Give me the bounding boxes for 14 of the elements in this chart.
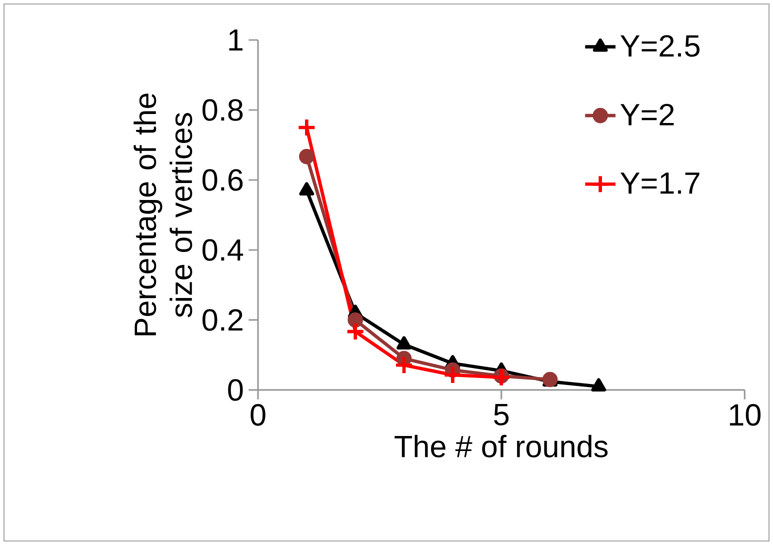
x-tick-label: 0: [250, 404, 266, 426]
y-tick-label: 0.2: [202, 309, 242, 331]
legend-label: Υ=2: [620, 104, 674, 126]
y-tick-label: 0.6: [202, 169, 243, 191]
y-tick-label: 0.4: [202, 239, 244, 261]
y-tick-label: 0.8: [202, 99, 243, 121]
x-tick-label: 10: [730, 404, 761, 426]
y-tick-label: 0: [228, 379, 243, 401]
x-axis-title: The # of rounds: [394, 434, 608, 458]
legend-label: Υ=1.7: [620, 172, 700, 194]
x-tick-label: 5: [494, 404, 509, 426]
y-tick-label: 1: [229, 29, 242, 51]
y-axis-title: Percentage of the size of vertices: [134, 94, 192, 336]
legend-label: Υ=2.5: [620, 35, 700, 57]
